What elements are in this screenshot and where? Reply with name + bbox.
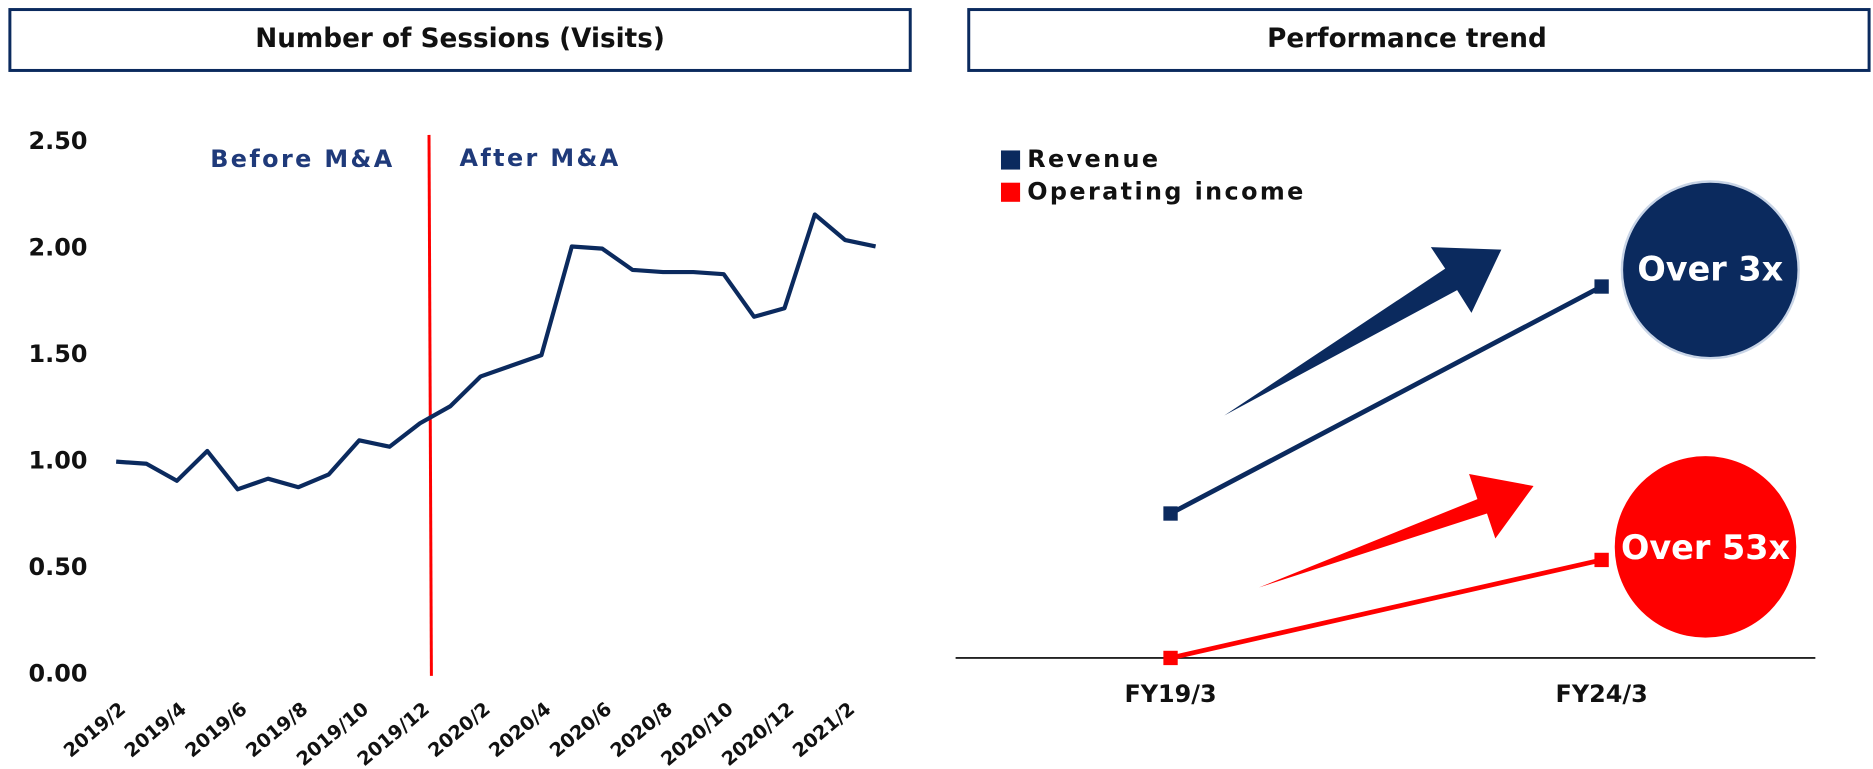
badge-label: Over 53x (1621, 528, 1790, 567)
y-tick-label: 0.00 (29, 660, 88, 688)
badge (1620, 180, 1800, 360)
x-tick-label: 2021/2 (788, 697, 859, 762)
badge-label: Over 3x (1637, 250, 1783, 289)
legend-swatch (1000, 182, 1021, 202)
arrow (1258, 474, 1534, 588)
x-tick-label: 2019/2 (59, 697, 130, 762)
y-tick-label: 0.50 (29, 553, 88, 581)
legend-label: Revenue (1027, 145, 1160, 173)
x-tick-label: 2020/2 (424, 697, 495, 762)
legend-label: Operating income (1027, 177, 1305, 205)
x-tick-label: FY24/3 (1556, 680, 1648, 708)
marker (1594, 279, 1609, 294)
x-tick-label: FY19/3 (1124, 680, 1216, 708)
marker (1163, 506, 1178, 521)
arrow (1224, 247, 1502, 416)
x-tick-label: 2020/4 (484, 697, 555, 762)
legend-swatch (1000, 150, 1021, 170)
divider-line (427, 134, 433, 676)
annotation: After M&A (460, 144, 621, 172)
series-line (1169, 284, 1603, 516)
marker (1163, 650, 1178, 666)
x-tick-label: 2020/6 (545, 697, 616, 762)
x-tick-label: 2019/6 (181, 697, 252, 762)
y-tick-label: 2.00 (29, 234, 88, 262)
marker (1594, 552, 1609, 568)
annotation: Before M&A (210, 145, 394, 173)
chart-title: Performance trend (1267, 24, 1547, 54)
series-line (116, 212, 877, 492)
y-tick-label: 1.00 (29, 447, 88, 475)
chart-title: Number of Sessions (Visits) (255, 24, 665, 54)
y-tick-label: 2.50 (29, 127, 88, 155)
y-tick-label: 1.50 (29, 340, 88, 368)
header-box (8, 8, 912, 72)
x-tick-label: 2019/4 (120, 697, 191, 762)
series-line (1170, 557, 1603, 661)
badge (1614, 456, 1797, 638)
header-box (967, 8, 1871, 72)
